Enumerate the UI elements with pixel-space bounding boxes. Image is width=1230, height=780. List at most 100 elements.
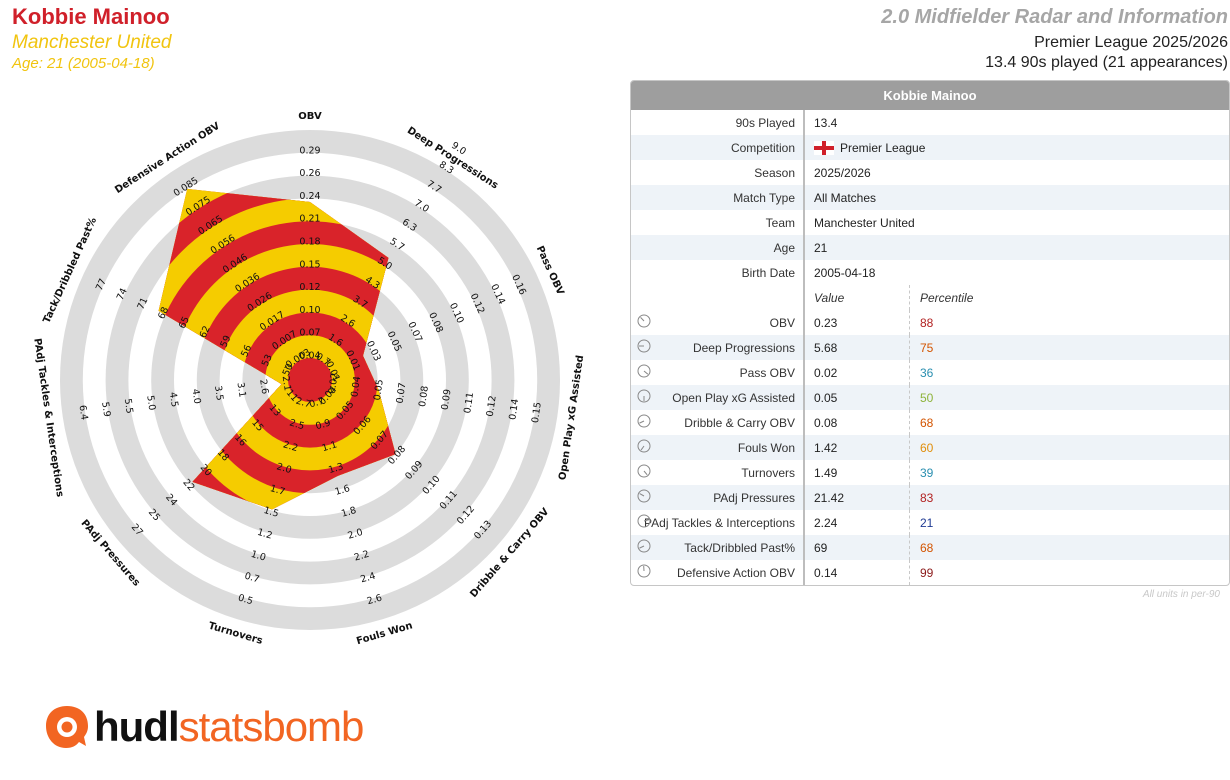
tick-label: 4.5 <box>167 391 180 408</box>
tick-label: 3.5 <box>212 385 225 402</box>
info-row-value-text: All Matches <box>814 190 877 205</box>
tick-label: 0.7 <box>243 571 261 586</box>
tick-label: 3.1 <box>235 382 248 399</box>
info-row-value: 21 <box>805 235 1185 260</box>
info-row-value: Manchester United <box>805 210 1185 235</box>
info-row-value: 2025/2026 <box>805 160 1185 185</box>
info-row: Team Manchester United <box>631 210 1229 235</box>
tick-label: 1.2 <box>256 527 274 542</box>
tick-label: 1.8 <box>340 505 358 520</box>
info-row-value-text: Premier League <box>840 140 926 155</box>
tick-label: 0.07 <box>395 382 409 405</box>
tick-label: 0.12 <box>299 282 320 293</box>
tick-label: 0.7 <box>308 396 326 411</box>
tick-label: 5.5 <box>122 398 135 415</box>
tick-label: 0.18 <box>299 237 320 248</box>
percentile-dial-icon <box>637 464 651 478</box>
tick-label: 0.07 <box>299 328 320 339</box>
tick-label: 0.04 <box>349 375 363 398</box>
tick-label: 0.21 <box>299 214 320 225</box>
metric-row-label: Pass OBV <box>739 365 795 380</box>
metric-row-percentile: 36 <box>920 365 934 380</box>
tick-label: 65 <box>177 315 192 331</box>
info-row-label: Competition <box>631 135 805 160</box>
metric-row-percentile: 50 <box>920 390 934 405</box>
info-rows: 90s Played 13.4 Competition Premier League S… <box>631 110 1229 285</box>
metric-row-label-cell: PAdj Pressures <box>631 485 805 510</box>
metric-row: PAdj Tackles & Interceptions 2.24 21 <box>631 510 1229 535</box>
info-row-value-text: 2025/2026 <box>814 165 871 180</box>
metric-row-percentile: 68 <box>920 415 934 430</box>
tick-label: 2.1 <box>280 375 293 392</box>
metric-row-value: 0.08 <box>805 410 910 435</box>
tick-label: 0.15 <box>530 401 544 424</box>
tick-label: 2.2 <box>353 549 371 564</box>
hudl-statsbomb-logo: hudl statsbomb <box>42 702 365 752</box>
tick-label: 1.0 <box>249 549 267 564</box>
metric-row: Dribble & Carry OBV 0.08 68 <box>631 410 1229 435</box>
metric-row-percentile: 39 <box>920 465 934 480</box>
tick-label: 2.5 <box>288 417 306 432</box>
info-row-label: Match Type <box>631 185 805 210</box>
percentile-dial-icon <box>637 314 651 328</box>
info-row-value: All Matches <box>805 185 1185 210</box>
info-row-value-text: 13.4 <box>814 115 838 130</box>
metric-row: Pass OBV 0.02 36 <box>631 360 1229 385</box>
tick-label: 5.9 <box>99 401 112 418</box>
tick-label: 4.0 <box>189 388 202 405</box>
info-row: Birth Date 2005-04-18 <box>631 260 1229 285</box>
metric-row-percentile: 21 <box>920 515 934 530</box>
metric-row-value: 1.49 <box>805 460 910 485</box>
metric-row-label: Fouls Won <box>737 440 795 455</box>
metric-row-label: Dribble & Carry OBV <box>684 415 795 430</box>
info-row-label: 90s Played <box>631 110 805 135</box>
metric-row-label: Defensive Action OBV <box>676 565 795 580</box>
metric-row-label: Open Play xG Assisted <box>672 390 795 405</box>
tick-label: 62 <box>198 324 213 340</box>
metric-row-value: 2.24 <box>805 510 910 535</box>
metric-row-label-cell: Pass OBV <box>631 360 805 385</box>
tick-label: 74 <box>115 287 130 303</box>
metric-row-value: 0.14 <box>805 560 910 585</box>
axis-label: OBV <box>298 111 322 122</box>
percentile-dial-icon <box>637 539 651 553</box>
metric-row-label: OBV <box>769 315 795 330</box>
tick-label: 0.15 <box>299 259 320 270</box>
axis-label: Fouls Won <box>355 620 414 647</box>
tick-label: 0.10 <box>299 305 320 316</box>
tick-label: 0.29 <box>299 145 320 156</box>
tick-label: 77 <box>94 277 109 293</box>
metric-row: OBV 0.23 88 <box>631 310 1229 335</box>
info-row: Age 21 <box>631 235 1229 260</box>
tick-label: 68 <box>156 305 171 321</box>
tick-label: 0.14 <box>507 398 521 421</box>
tick-label: 0.09 <box>440 388 454 411</box>
tick-label: 0.11 <box>462 392 476 415</box>
metric-row-label: PAdj Tackles & Interceptions <box>644 515 795 530</box>
tick-label: 50 <box>281 362 296 378</box>
metric-row-value: 0.23 <box>805 310 910 335</box>
nineties-played-line: 13.4 90s played (21 appearances) <box>985 54 1228 71</box>
info-row-value: 13.4 <box>805 110 1185 135</box>
metric-row-percentile: 83 <box>920 490 934 505</box>
logo-statsbomb-text: statsbomb <box>178 703 365 750</box>
info-row-value-text: Manchester United <box>814 215 915 230</box>
age-line: Age: 21 (2005-04-18) <box>12 55 155 72</box>
metric-row-label: PAdj Pressures <box>713 490 795 505</box>
tick-label: 5.0 <box>144 395 157 412</box>
info-row-value-text: 21 <box>814 240 828 255</box>
radar-center-dot <box>290 360 330 400</box>
info-row-value: Premier League <box>805 135 1185 160</box>
percentile-dial-icon <box>637 339 651 353</box>
percentile-dial-icon <box>637 414 651 428</box>
metric-row-value: 1.42 <box>805 435 910 460</box>
metric-row-label: Deep Progressions <box>692 340 795 355</box>
metric-row-label-cell: Dribble & Carry OBV <box>631 410 805 435</box>
tick-label: 0.24 <box>299 191 320 202</box>
tick-label: 6.4 <box>77 404 90 421</box>
metric-row: Defensive Action OBV 0.14 99 <box>631 560 1229 585</box>
axis-label: PAdj Tackles & Interceptions <box>31 338 65 498</box>
metric-rows: OBV 0.23 88 Deep Progressions 5.68 75 Pass OBV… <box>631 310 1229 585</box>
info-row-label: Season <box>631 160 805 185</box>
metric-row: PAdj Pressures 21.42 83 <box>631 485 1229 510</box>
